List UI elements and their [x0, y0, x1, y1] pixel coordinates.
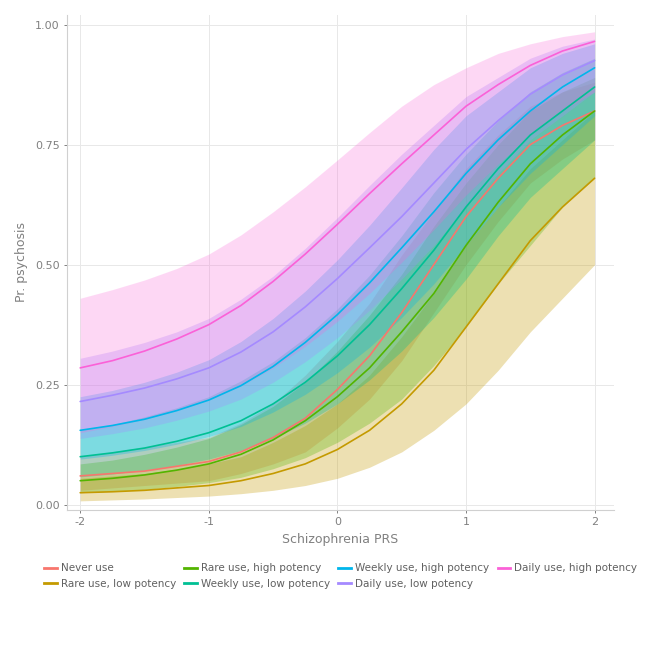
Legend: Never use, Rare use, low potency, Rare use, high potency, Weekly use, low potenc: Never use, Rare use, low potency, Rare u…: [40, 559, 641, 593]
Y-axis label: Pr. psychosis: Pr. psychosis: [15, 222, 28, 302]
X-axis label: Schizophrenia PRS: Schizophrenia PRS: [283, 533, 399, 545]
